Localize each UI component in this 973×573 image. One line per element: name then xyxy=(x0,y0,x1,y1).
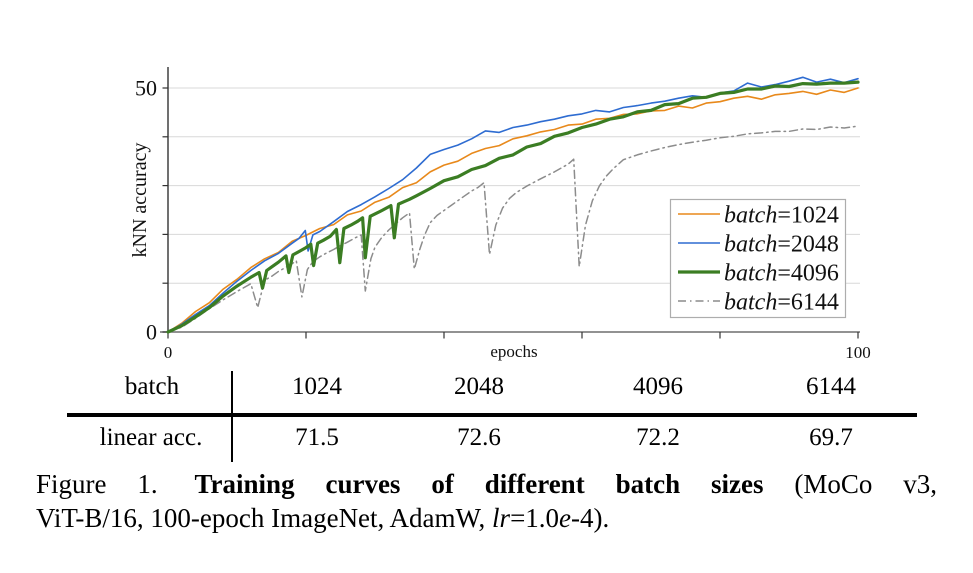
x-tick-label-100: 100 xyxy=(845,343,871,362)
caption-line-2: ViT-B/16, 100-epoch ImageNet, AdamW, lr=… xyxy=(36,501,937,535)
series-line-batch-2048 xyxy=(167,76,859,333)
table-rule xyxy=(67,413,917,417)
legend: batch=1024 batch=2048 batch=4096 batch=6144 xyxy=(669,198,847,319)
legend-entry-batch-6144: batch=6144 xyxy=(678,290,839,316)
series-line-batch-1024 xyxy=(167,87,859,333)
table-linear-acc-1024: 71.5 xyxy=(295,424,339,451)
table-batch-value-2048: 2048 xyxy=(454,373,504,400)
legend-entry-batch-1024: batch=1024 xyxy=(678,203,839,229)
table-header-linear-acc: linear acc. xyxy=(99,424,203,451)
legend-entry-batch-4096: batch=4096 xyxy=(678,261,839,287)
x-tick-label-0: 0 xyxy=(164,343,173,362)
y-tick-label-0: 0 xyxy=(146,320,157,345)
table-header-batch: batch xyxy=(124,373,180,400)
legend-label: batch=6144 xyxy=(724,290,839,316)
table-divider xyxy=(231,371,233,462)
caption-lr-value: =1.0 xyxy=(510,503,560,533)
x-axis-label: epochs xyxy=(490,342,537,361)
table-linear-acc-6144: 69.7 xyxy=(809,424,853,451)
caption-lr-var: lr xyxy=(492,503,511,533)
table-batch-value-4096: 4096 xyxy=(633,373,683,400)
legend-label: batch=1024 xyxy=(724,203,839,229)
legend-entry-batch-2048: batch=2048 xyxy=(678,232,839,258)
y-tick-label-50: 50 xyxy=(135,76,157,101)
table-linear-acc-4096: 72.2 xyxy=(636,424,680,451)
table-batch-value-1024: 1024 xyxy=(292,373,342,400)
caption-line-1: Figure 1. Training curves of different b… xyxy=(36,467,937,501)
figure-caption: Figure 1. Training curves of different b… xyxy=(36,467,937,535)
caption-tail: -4). xyxy=(571,503,610,533)
table-linear-acc-2048: 72.6 xyxy=(457,424,501,451)
caption-title-tail: (MoCo v3, xyxy=(794,469,938,499)
caption-figure-label: Figure 1. xyxy=(36,469,158,499)
legend-label: batch=4096 xyxy=(724,261,839,287)
series-line-batch-4096 xyxy=(166,80,860,334)
legend-label: batch=2048 xyxy=(724,232,839,258)
caption-e-var: e xyxy=(559,503,572,533)
linear-accuracy-table: batch 1024 2048 4096 6144 linear acc. 71… xyxy=(0,0,973,462)
table-batch-value-6144: 6144 xyxy=(806,373,856,400)
caption-title-bold: Training curves of different batch sizes xyxy=(194,469,764,499)
y-axis-label: kNN accuracy xyxy=(129,143,151,258)
legend-box xyxy=(669,198,847,319)
caption-settings: ViT-B/16, 100-epoch ImageNet, AdamW, xyxy=(36,503,493,533)
